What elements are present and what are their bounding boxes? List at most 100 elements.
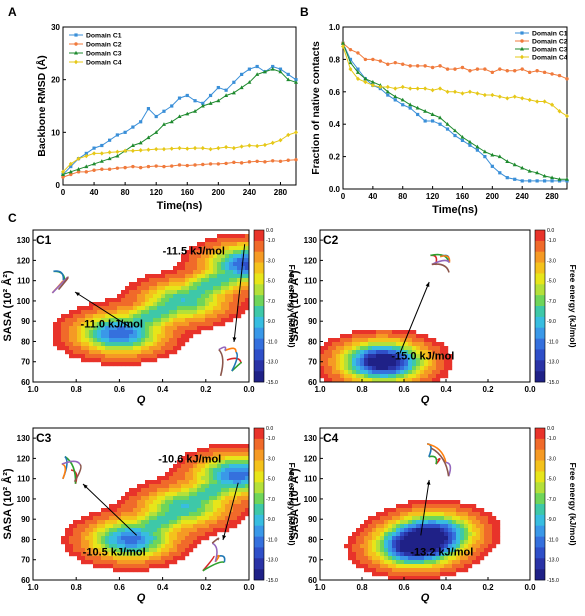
colorbar-band [535,536,545,548]
energy-cell [141,492,146,497]
energy-cell [241,468,246,473]
data-point [408,86,413,91]
energy-cell [133,286,138,291]
energy-cell [153,504,158,509]
energy-cell [225,278,230,283]
energy-cell [117,298,122,303]
energy-cell [85,548,90,553]
energy-cell [332,338,337,343]
colorbar-tick-label: -7.0 [266,497,275,503]
energy-cell [153,298,158,303]
energy-cell [448,524,453,529]
energy-cell [237,266,242,271]
energy-cell [193,282,198,287]
energy-cell [344,334,349,339]
data-point [278,69,283,74]
energy-cell [400,532,405,537]
energy-cell [181,290,186,295]
energy-cell [444,358,449,363]
energy-cell [400,366,405,371]
energy-cell [400,544,405,549]
energy-cell [173,508,178,513]
energy-cell [169,302,174,307]
energy-cell [81,520,86,525]
energy-cell [193,472,198,477]
pointer-arrow [233,244,246,343]
data-point [154,114,158,119]
colorbar-band [254,284,264,296]
energy-cell [197,298,202,303]
energy-cell [105,536,110,541]
energy-cell [356,528,361,533]
energy-cell [205,306,210,311]
data-point [467,139,472,144]
energy-cell [229,492,234,497]
energy-cell [388,350,393,355]
energy-cell [348,354,353,359]
colorbar-band [535,547,545,559]
energy-cell [356,362,361,367]
energy-cell [416,362,421,367]
energy-cell [436,520,441,525]
energy-cell [129,318,134,323]
energy-cell [368,560,373,565]
energy-cell [93,314,98,319]
energy-cell [484,512,489,517]
energy-cell [213,464,218,469]
energy-cell [113,528,118,533]
energy-cell [201,468,206,473]
energy-cell [129,326,134,331]
energy-cell [209,480,214,485]
energy-cell [416,516,421,521]
energy-cell [412,552,417,557]
energy-cell [109,318,114,323]
energy-cell [225,266,230,271]
y-tick-label: 100 [304,297,318,306]
energy-cell [432,358,437,363]
energy-cell [69,342,74,347]
y-tick-label: 70 [308,556,317,565]
energy-cell [73,524,78,529]
energy-cell [173,346,178,351]
energy-cell [348,548,353,553]
energy-cell [69,548,74,553]
energy-cell [137,504,142,509]
energy-cell [69,326,74,331]
energy-cell [233,504,238,509]
energy-cell [173,520,178,525]
energy-cell [173,552,178,557]
energy-cell [197,472,202,477]
energy-cell [117,552,122,557]
energy-cell [436,354,441,359]
energy-cell [213,520,218,525]
energy-cell [209,532,214,537]
colorbar-band [535,349,545,361]
energy-cell [133,282,138,287]
energy-cell [101,552,106,557]
energy-cell [356,366,361,371]
energy-cell [217,524,222,529]
energy-cell [436,540,441,545]
energy-cell [404,536,409,541]
energy-cell [165,322,170,327]
data-point [177,163,182,167]
energy-cell [161,488,166,493]
energy-cell [436,378,441,383]
energy-cell [237,464,242,469]
energy-cell [137,492,142,497]
energy-cell [165,472,170,477]
energy-cell [81,544,86,549]
energy-cell [145,548,150,553]
energy-cell [229,476,234,481]
energy-cell [149,282,154,287]
energy-cell [177,468,182,473]
data-point [154,130,159,134]
energy-cell [448,520,453,525]
data-point [520,96,525,101]
energy-cell [229,488,234,493]
energy-cell [464,512,469,517]
energy-cell [105,560,110,565]
energy-cell [173,488,178,493]
energy-cell [221,286,226,291]
energy-cell [73,532,78,537]
